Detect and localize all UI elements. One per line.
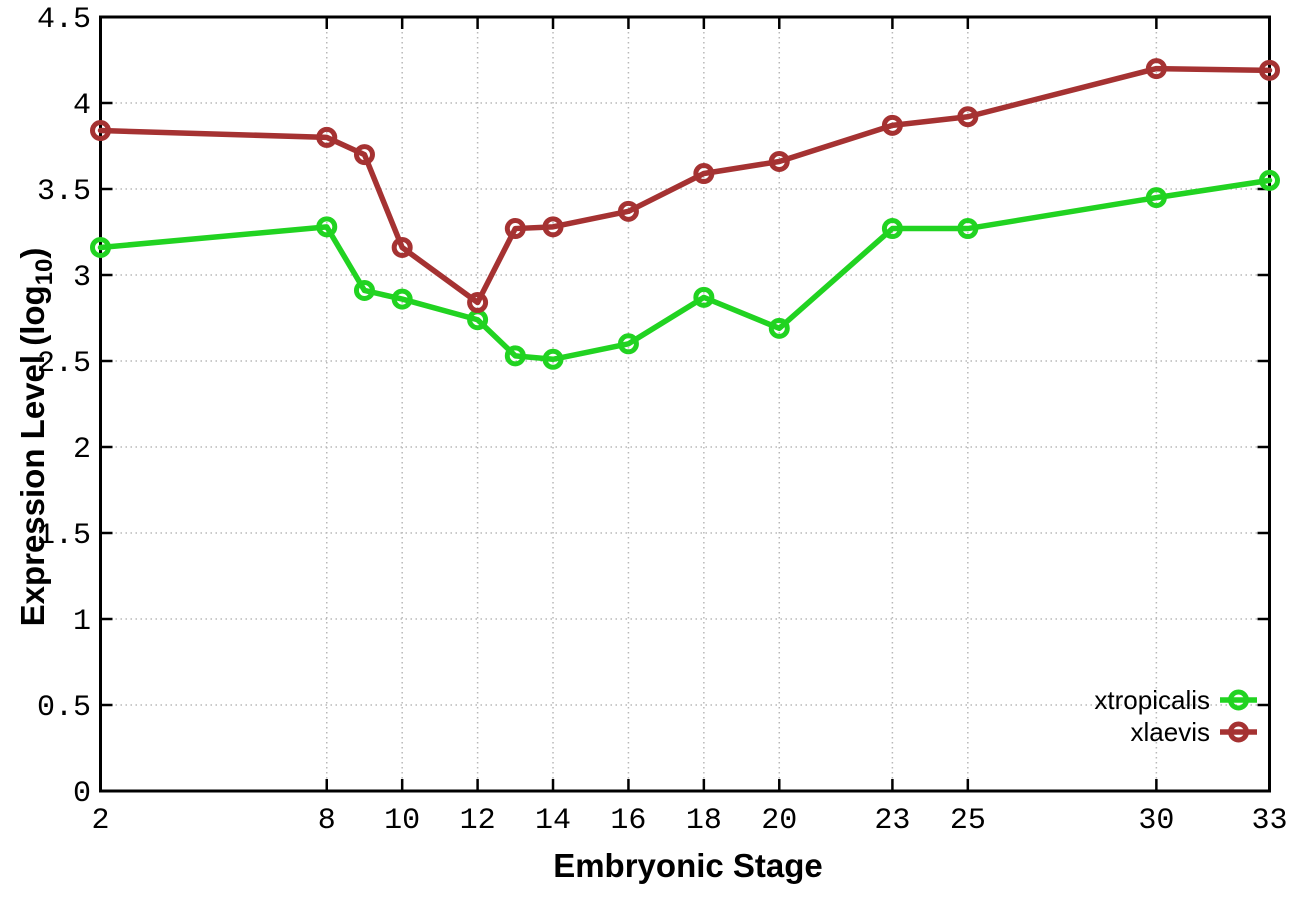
data-point-xtropicalis-stage-13	[504, 345, 526, 367]
data-point-xtropicalis-stage-33	[1259, 169, 1280, 191]
y-tick-label-1.5: 1.5	[37, 519, 91, 553]
x-tick-label-20: 20	[761, 804, 797, 838]
x-tick-label-16: 16	[610, 804, 646, 838]
x-tick-label-33: 33	[1251, 804, 1287, 838]
x-tick-label-30: 30	[1138, 804, 1174, 838]
legend-marker-xtropicalis	[1228, 689, 1249, 711]
legend-label-xlaevis: xlaevis	[1131, 717, 1210, 747]
data-point-xlaevis-stage-23	[881, 114, 903, 136]
y-axis-title: Expression Level (log10)	[14, 248, 58, 627]
data-point-xtropicalis-stage-16	[617, 333, 639, 355]
data-point-xlaevis-stage-13	[504, 218, 526, 240]
data-point-xtropicalis-stage-14	[542, 348, 564, 370]
data-point-xtropicalis-stage-10	[391, 288, 413, 310]
x-tick-label-12: 12	[460, 804, 496, 838]
y-tick-label-4.5: 4.5	[37, 3, 91, 37]
data-point-xtropicalis-stage-20	[768, 317, 790, 339]
data-point-xlaevis-stage-10	[391, 236, 413, 258]
data-point-xtropicalis-stage-2	[90, 236, 111, 258]
y-axis-title-close: )	[14, 248, 51, 259]
data-point-xlaevis-stage-16	[617, 200, 639, 222]
x-tick-label-14: 14	[535, 804, 571, 838]
data-point-xtropicalis-stage-8	[316, 216, 338, 238]
data-point-xtropicalis-stage-23	[881, 218, 903, 240]
data-point-xlaevis-stage-20	[768, 150, 790, 172]
data-point-xlaevis-stage-14	[542, 216, 564, 238]
x-axis-title: Embryonic Stage	[553, 847, 823, 884]
y-tick-label-3: 3	[73, 261, 91, 295]
data-point-xlaevis-stage-18	[693, 163, 715, 185]
y-tick-label-1: 1	[73, 605, 91, 639]
x-tick-label-10: 10	[384, 804, 420, 838]
y-tick-label-3.5: 3.5	[37, 175, 91, 209]
x-tick-label-23: 23	[874, 804, 910, 838]
data-point-xtropicalis-stage-25	[957, 218, 979, 240]
y-tick-label-0.5: 0.5	[37, 691, 91, 725]
data-point-xlaevis-stage-12	[467, 292, 489, 314]
y-axis-title-subscript: 10	[31, 259, 58, 286]
series-line-xlaevis	[97, 65, 1273, 306]
y-tick-label-4: 4	[73, 89, 91, 123]
y-tick-label-0: 0	[73, 777, 91, 811]
data-point-xlaevis-stage-25	[957, 106, 979, 128]
x-tick-label-2: 2	[91, 804, 109, 838]
y-axis-title-main: Expression Level (log	[14, 285, 51, 626]
x-tick-label-8: 8	[318, 804, 336, 838]
data-point-xlaevis-stage-33	[1259, 59, 1280, 81]
x-tick-label-18: 18	[686, 804, 722, 838]
data-point-xtropicalis-stage-9	[353, 279, 375, 301]
x-tick-label-25: 25	[950, 804, 986, 838]
data-point-xlaevis-stage-8	[316, 126, 338, 148]
data-point-xtropicalis-stage-18	[693, 286, 715, 308]
y-tick-label-2.5: 2.5	[37, 347, 91, 381]
y-tick-label-2: 2	[73, 433, 91, 467]
legend-marker-xlaevis	[1228, 721, 1249, 743]
data-point-xlaevis-stage-2	[90, 120, 111, 142]
data-point-xlaevis-stage-30	[1145, 58, 1167, 80]
data-point-xlaevis-stage-9	[353, 144, 375, 166]
legend-label-xtropicalis: xtropicalis	[1094, 685, 1210, 715]
plot-border	[99, 15, 1271, 793]
data-point-xtropicalis-stage-30	[1145, 187, 1167, 209]
